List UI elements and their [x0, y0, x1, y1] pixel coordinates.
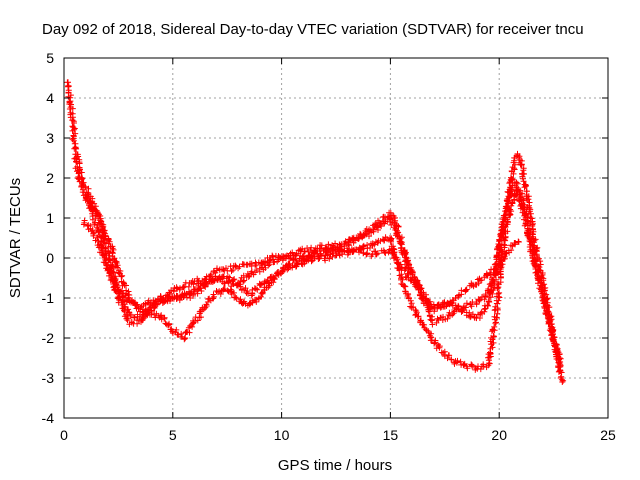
series-markers [71, 155, 564, 365]
y-tick-label: 4 [46, 90, 54, 106]
series-markers [82, 194, 522, 343]
plot-frame [63, 57, 609, 419]
y-tick-label: 1 [46, 210, 54, 226]
x-tick-label: 5 [169, 427, 177, 443]
data-points [64, 79, 567, 385]
x-tick-label: 10 [274, 427, 290, 443]
axis-ticks: 0 5 10 15 20 25 -4 -3 -2 -1 0 1 2 3 4 5 [42, 50, 616, 443]
x-axis-label: GPS time / hours [278, 457, 392, 474]
y-tick-label: -4 [42, 410, 55, 426]
y-tick-label: 5 [46, 50, 54, 66]
y-tick-label: -3 [42, 370, 55, 386]
series-track-d [82, 194, 522, 343]
y-tick-label: -2 [42, 330, 55, 346]
series-track-b [71, 155, 564, 365]
x-tick-label: 0 [60, 427, 68, 443]
x-tick-label: 20 [491, 427, 507, 443]
y-tick-label: 0 [46, 250, 54, 266]
y-axis-label: SDTVAR / TECUs [7, 178, 24, 298]
y-tick-label: 2 [46, 170, 54, 186]
x-tick-label: 15 [383, 427, 399, 443]
grid-lines [64, 58, 608, 418]
y-tick-label: -1 [42, 290, 55, 306]
series-track-a [64, 79, 564, 373]
series-markers [64, 79, 564, 373]
chart-title: Day 092 of 2018, Sidereal Day-to-day VTE… [42, 21, 584, 38]
y-tick-label: 3 [46, 130, 54, 146]
x-tick-label: 25 [600, 427, 616, 443]
